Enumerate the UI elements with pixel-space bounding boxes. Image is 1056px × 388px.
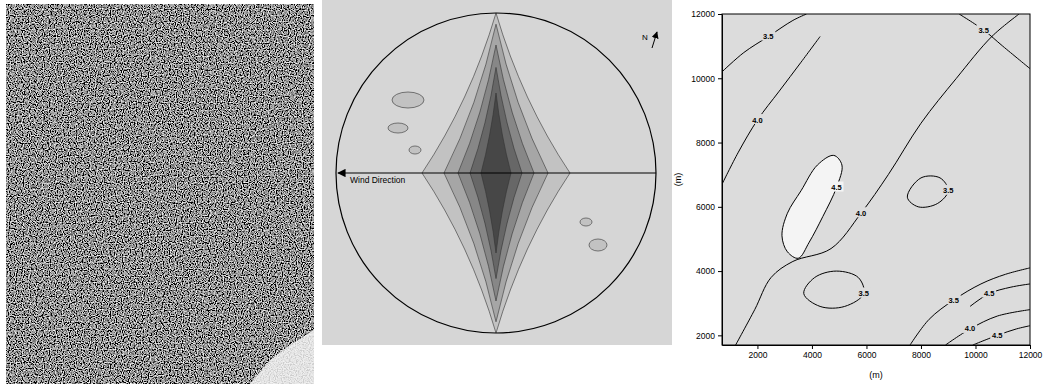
polar-circle xyxy=(336,13,656,333)
figure: Wind Direction N 3.5 4.0 3.5 4.5 4.0 3.5 3.5 3.5 4… xyxy=(0,0,1056,388)
tick: 6000 xyxy=(857,345,876,360)
label-background xyxy=(854,207,868,217)
contour-line xyxy=(910,268,1030,345)
x-axis-title: (m) xyxy=(869,370,883,380)
image-background xyxy=(6,4,314,384)
contours xyxy=(722,14,1030,345)
axis-line xyxy=(722,15,723,346)
contour-label: 4.5 xyxy=(984,289,994,298)
contour-label: 3.5 xyxy=(948,296,958,305)
label-background xyxy=(761,30,775,40)
contour-line xyxy=(973,326,1030,345)
label-background xyxy=(990,329,1004,339)
panel-background xyxy=(322,0,672,345)
x-axis: 2000 4000 6000 8000 10000 12000 xyxy=(723,345,1043,360)
tick: 8000 xyxy=(696,138,722,148)
tick-mark xyxy=(757,345,758,349)
contour-label: 3.5 xyxy=(978,26,988,35)
label-background xyxy=(857,288,871,298)
contour-label: 4.5 xyxy=(992,331,1002,340)
tick-mark xyxy=(718,271,722,272)
contour-line xyxy=(722,14,806,72)
contour-line xyxy=(959,14,1030,69)
tick-label: 8000 xyxy=(696,138,715,148)
tick-label: 6000 xyxy=(696,202,715,212)
tick-mark xyxy=(812,345,813,349)
tick: 8000 xyxy=(912,345,931,360)
contour-label: 3.5 xyxy=(943,186,953,195)
tick: 2000 xyxy=(748,345,767,360)
tick: 10000 xyxy=(964,345,988,360)
tick-label: 2000 xyxy=(748,350,767,360)
tick-mark xyxy=(718,207,722,208)
axis-line xyxy=(723,345,1031,346)
spectrum-blob xyxy=(388,123,408,133)
wind-arrow xyxy=(338,172,656,173)
contour-line xyxy=(782,155,842,258)
contour-label: 4.0 xyxy=(856,209,866,218)
tick-mark xyxy=(718,335,722,336)
tick-label: 8000 xyxy=(912,350,931,360)
tick-label: 10000 xyxy=(691,73,715,83)
tick-label: 12000 xyxy=(1019,350,1043,360)
contour-line xyxy=(970,284,1030,306)
contour-label: 4.5 xyxy=(831,183,841,192)
tick: 4000 xyxy=(696,266,722,276)
contour-line xyxy=(804,271,864,308)
tick-mark xyxy=(975,345,976,349)
tick-mark xyxy=(718,78,722,79)
tick-label: 12000 xyxy=(691,9,715,19)
label-background xyxy=(947,294,961,304)
tick-label: 4000 xyxy=(696,266,715,276)
tick-mark xyxy=(921,345,922,349)
north-arrow xyxy=(652,32,657,48)
tick-mark xyxy=(718,14,722,15)
contour-label: 3.5 xyxy=(763,32,773,41)
tick: 12000 xyxy=(1019,345,1043,360)
contour-line xyxy=(946,310,1030,345)
label-background xyxy=(982,288,996,298)
tick-label: 6000 xyxy=(857,350,876,360)
north-label: N xyxy=(642,33,648,42)
plot-frame xyxy=(722,14,1030,345)
spectrum-blob xyxy=(409,146,421,154)
tick: 2000 xyxy=(696,331,722,341)
label-background xyxy=(750,114,764,124)
tick: 12000 xyxy=(691,9,722,19)
contour-label: 3.5 xyxy=(859,289,869,298)
label-background xyxy=(963,323,977,333)
annotation: Wind Direction xyxy=(350,175,406,185)
contour-labels: 3.5 4.0 3.5 4.5 4.0 3.5 3.5 3.5 4.5 4.0 4.5 xyxy=(750,24,1004,340)
plot-background xyxy=(722,14,1030,345)
contour-panel: 3.5 4.0 3.5 4.5 4.0 3.5 3.5 3.5 4.5 4.0 4.5 2000 400… xyxy=(673,9,1043,380)
tick-label: 2000 xyxy=(696,331,715,341)
spectrum-blob xyxy=(589,239,607,251)
speckle xyxy=(6,4,314,384)
tick: 6000 xyxy=(696,202,722,212)
spectrum-panel: Wind Direction N xyxy=(322,0,672,345)
spectrum-blob xyxy=(392,92,424,108)
tick-mark xyxy=(718,143,722,144)
tick-mark xyxy=(866,345,867,349)
bright-corner xyxy=(250,330,314,384)
contour-label: 4.0 xyxy=(752,116,762,125)
label-background xyxy=(941,185,955,195)
label-background xyxy=(977,24,991,34)
contour-line xyxy=(736,14,1019,345)
y-axis-title: (m) xyxy=(673,173,683,187)
label-background xyxy=(829,182,843,192)
tick-label: 4000 xyxy=(803,350,822,360)
spectrum-blob xyxy=(580,218,592,226)
y-axis: 2000 4000 6000 8000 10000 12000 xyxy=(691,9,722,345)
tick-mark xyxy=(1030,345,1031,349)
tick-label: 10000 xyxy=(964,350,988,360)
tick: 10000 xyxy=(691,73,722,83)
tick: 4000 xyxy=(803,345,822,360)
sar-image xyxy=(6,4,314,384)
contour-label: 4.0 xyxy=(965,324,975,333)
contour-line xyxy=(722,36,820,184)
